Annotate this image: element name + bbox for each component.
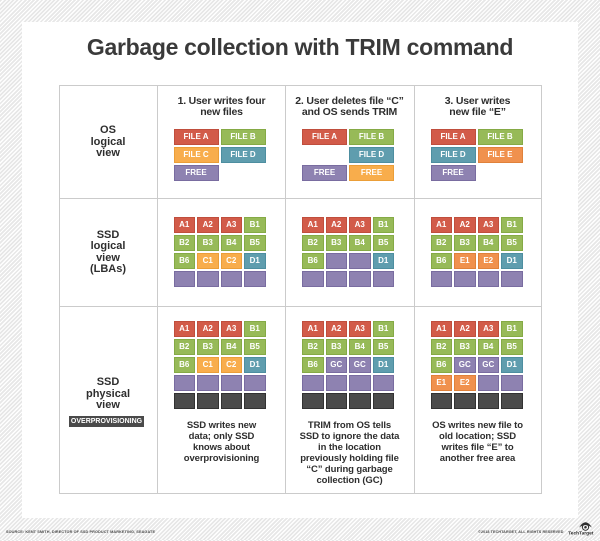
svg-text:TechTarget: TechTarget bbox=[568, 530, 594, 536]
